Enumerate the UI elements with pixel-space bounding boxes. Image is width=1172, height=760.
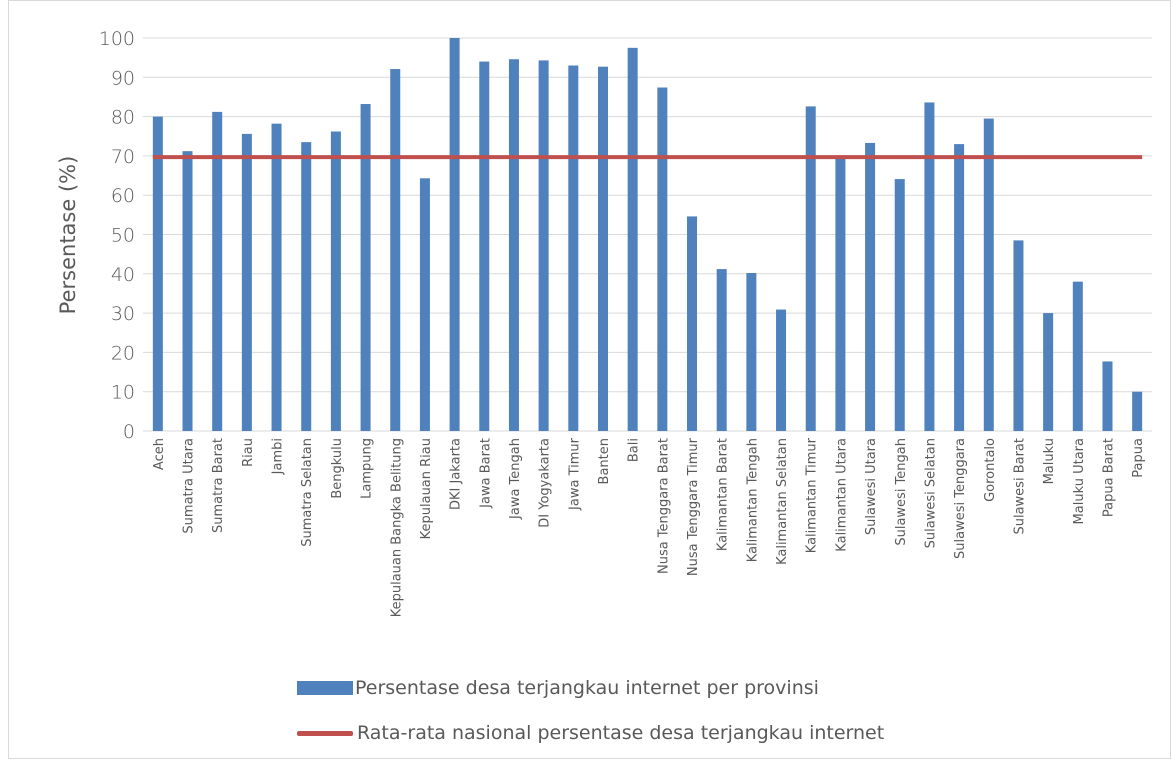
bar — [479, 61, 490, 431]
x-tick-label: Riau — [241, 438, 256, 467]
bar — [627, 47, 638, 431]
legend-label-line: Rata-rata nasional persentase desa terja… — [357, 722, 885, 744]
x-tick-label: Kalimantan Timur — [805, 437, 820, 553]
y-tick-label: 80 — [111, 107, 135, 129]
x-tick-label: Kalimantan Barat — [716, 438, 731, 551]
bar — [657, 87, 668, 431]
y-tick-label: 60 — [111, 185, 135, 207]
y-tick-label: 90 — [111, 67, 135, 89]
x-tick-label: Sulawesi Selatan — [923, 438, 938, 548]
y-tick-label: 50 — [111, 225, 135, 247]
x-tick-label: Papua Barat — [1101, 438, 1116, 517]
x-tick-label: Sumatra Utara — [182, 438, 197, 534]
bar — [538, 60, 549, 431]
bar — [894, 179, 905, 431]
x-tick-label: Maluku — [1042, 438, 1057, 484]
bar — [746, 273, 757, 431]
x-tick-label: Sulawesi Tenggara — [953, 438, 968, 559]
x-tick-label: Banten — [597, 438, 612, 484]
x-tick-label: Sulawesi Barat — [1012, 438, 1027, 535]
bar — [1132, 391, 1143, 431]
y-axis-ticks: 0 10 20 30 40 50 60 70 80 90 100 — [99, 28, 135, 443]
x-tick-label: Jawa Tengah — [508, 438, 523, 520]
bar — [835, 157, 846, 432]
x-tick-label: Sumatra Barat — [211, 438, 226, 533]
y-tick-label: 70 — [111, 146, 135, 168]
bar — [865, 142, 876, 431]
bar — [568, 65, 579, 431]
chart-svg: 0 10 20 30 40 50 60 70 80 90 100 Aceh Sumatra Utara… — [56, 28, 1152, 617]
legend-entry-bars: Persentase desa terjangkau internet per … — [297, 677, 819, 699]
category-labels: Aceh Sumatra Utara Sumatra Barat Riau Jambi S… — [152, 437, 1146, 617]
bar — [271, 123, 282, 431]
x-tick-label: Kalimantan Tengah — [745, 438, 760, 562]
bars — [152, 38, 1143, 432]
y-tick-label: 0 — [123, 421, 135, 443]
x-tick-label: Kepulauan Riau — [419, 438, 434, 539]
y-tick-label: 10 — [111, 382, 135, 404]
x-tick-label: Nusa Tenggara Timur — [686, 437, 701, 576]
bar — [390, 69, 401, 431]
x-tick-label: Bali — [627, 438, 642, 462]
x-tick-label: Sulawesi Utara — [864, 438, 879, 535]
y-tick-label: 30 — [111, 303, 135, 325]
x-tick-label: Lampung — [360, 438, 375, 499]
bar — [983, 118, 994, 431]
x-tick-label: Aceh — [152, 438, 167, 470]
x-tick-label: Gorontalo — [983, 438, 998, 502]
x-tick-label: DKI Jakarta — [449, 438, 464, 510]
bar — [1043, 313, 1054, 431]
chart-frame: 0 10 20 30 40 50 60 70 80 90 100 Aceh Sumatra Utara… — [8, 0, 1171, 759]
legend-label-bars: Persentase desa terjangkau internet per … — [355, 677, 819, 699]
bar — [597, 66, 608, 432]
bar — [508, 59, 519, 432]
y-tick-label: 40 — [111, 264, 135, 286]
x-tick-label: Jawa Barat — [478, 438, 493, 509]
bar — [301, 142, 312, 431]
bar — [716, 269, 727, 431]
bar — [1072, 281, 1083, 431]
x-tick-label: Sumatra Selatan — [300, 438, 315, 547]
bar — [212, 111, 223, 431]
x-tick-label: Kepulauan Bangka Belitung — [389, 438, 404, 617]
legend-swatch-bars — [297, 681, 353, 695]
x-tick-label: Jawa Timur — [567, 437, 582, 511]
bar — [954, 144, 965, 432]
bar — [805, 106, 816, 431]
x-tick-label: Sulawesi Tengah — [894, 438, 909, 546]
bar — [776, 309, 787, 431]
legend-entry-line: Rata-rata nasional persentase desa terja… — [297, 722, 884, 744]
x-tick-label: Nusa Tenggara Barat — [656, 438, 671, 574]
y-tick-label: 20 — [111, 342, 135, 364]
bar — [182, 151, 193, 431]
x-tick-label: DI Yogyakarta — [538, 438, 553, 528]
bar — [449, 38, 460, 431]
gridlines — [143, 37, 1152, 393]
bar — [1013, 240, 1024, 431]
bar — [330, 131, 341, 431]
x-tick-label: Bengkulu — [330, 438, 345, 499]
bar — [152, 116, 163, 431]
bar — [924, 102, 935, 432]
y-tick-label: 100 — [99, 28, 135, 50]
bar — [687, 216, 698, 431]
bar — [241, 133, 252, 431]
x-tick-label: Kalimantan Selatan — [775, 438, 790, 565]
bar — [419, 178, 430, 431]
bar — [1102, 361, 1113, 431]
y-axis-label: Persentase (%) — [56, 156, 80, 315]
x-tick-label: Papua — [1131, 438, 1146, 478]
x-tick-label: Maluku Utara — [1072, 438, 1087, 524]
bar — [360, 104, 371, 432]
x-tick-label: Kalimantan Utara — [834, 438, 849, 552]
x-tick-label: Jambi — [271, 438, 286, 475]
legend-swatch-line — [297, 730, 353, 736]
